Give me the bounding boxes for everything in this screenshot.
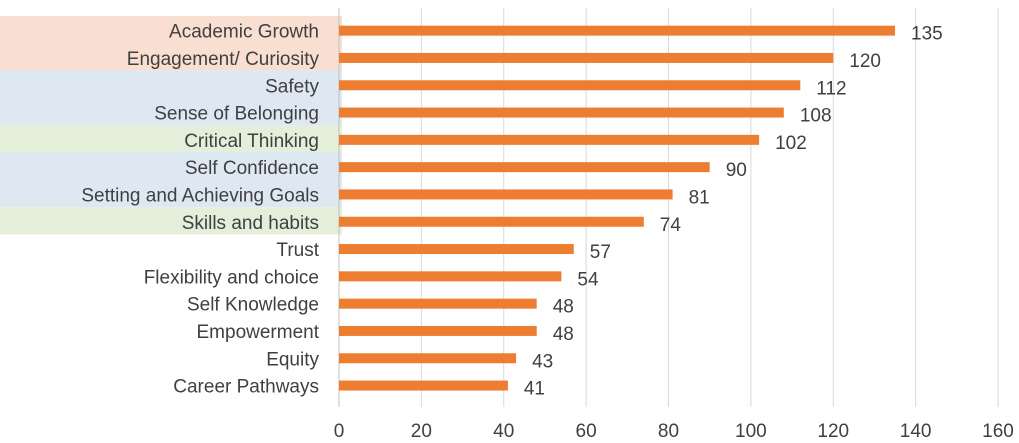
category-label: Critical Thinking (184, 131, 319, 152)
x-tick-label: 100 (735, 421, 767, 442)
label-highlight-band (0, 125, 342, 153)
data-label: 102 (775, 133, 807, 154)
bar (339, 25, 896, 36)
category-label: Safety (265, 76, 319, 97)
x-tick-label: 120 (817, 421, 849, 442)
bar (339, 134, 760, 145)
data-label: 112 (816, 78, 846, 99)
data-label: 43 (532, 351, 553, 372)
label-highlight-band (0, 152, 342, 208)
category-label: Flexibility and choice (144, 267, 319, 288)
category-label: Engagement/ Curiosity (127, 49, 320, 70)
data-label: 90 (726, 160, 747, 181)
bar (339, 271, 562, 282)
category-label: Self Confidence (185, 158, 319, 179)
bar (339, 216, 644, 227)
data-label: 120 (849, 51, 881, 72)
x-tick-label: 80 (658, 421, 679, 442)
x-tick-label: 20 (411, 421, 432, 442)
bar (339, 380, 508, 391)
category-label: Academic Growth (169, 22, 319, 43)
data-label: 48 (553, 297, 574, 318)
data-label: 41 (524, 379, 545, 400)
bar (339, 107, 784, 118)
x-tick-label: 40 (493, 421, 514, 442)
label-highlight-band (0, 16, 342, 71)
bar (339, 162, 710, 173)
x-tick-label: 140 (900, 421, 932, 442)
label-highlights (0, 16, 342, 235)
x-tick-label: 160 (982, 421, 1014, 442)
bar (339, 80, 801, 91)
bar (339, 189, 673, 200)
label-highlight-band (0, 70, 342, 126)
bar (339, 244, 574, 255)
x-tick-labels: 0 20 40 60 80 100 120 140 160 (334, 421, 1014, 442)
category-label: Equity (266, 349, 319, 370)
data-label: 54 (577, 269, 599, 290)
category-label: Setting and Achieving Goals (81, 185, 319, 206)
bar (339, 353, 517, 364)
data-label: 81 (689, 187, 710, 208)
bar (339, 325, 537, 336)
gridlines (338, 8, 999, 407)
label-highlight-band (0, 207, 342, 235)
category-labels: Academic Growth Engagement/ Curiosity Safe… (81, 22, 319, 398)
category-label: Self Knowledge (187, 295, 319, 316)
bars (339, 25, 896, 391)
category-label: Sense of Belonging (154, 104, 319, 125)
data-label: 74 (660, 215, 682, 236)
category-label: Trust (276, 240, 319, 261)
bar (339, 52, 834, 63)
data-label: 57 (590, 242, 611, 263)
category-label: Empowerment (197, 322, 320, 343)
x-tick-label: 60 (576, 421, 597, 442)
category-label: Skills and habits (182, 213, 319, 234)
bar (339, 298, 537, 309)
x-tick-label: 0 (334, 421, 345, 442)
data-label: 135 (911, 24, 943, 45)
category-label: Career Pathways (173, 377, 319, 398)
data-label: 48 (553, 324, 574, 345)
data-label: 108 (800, 106, 832, 127)
